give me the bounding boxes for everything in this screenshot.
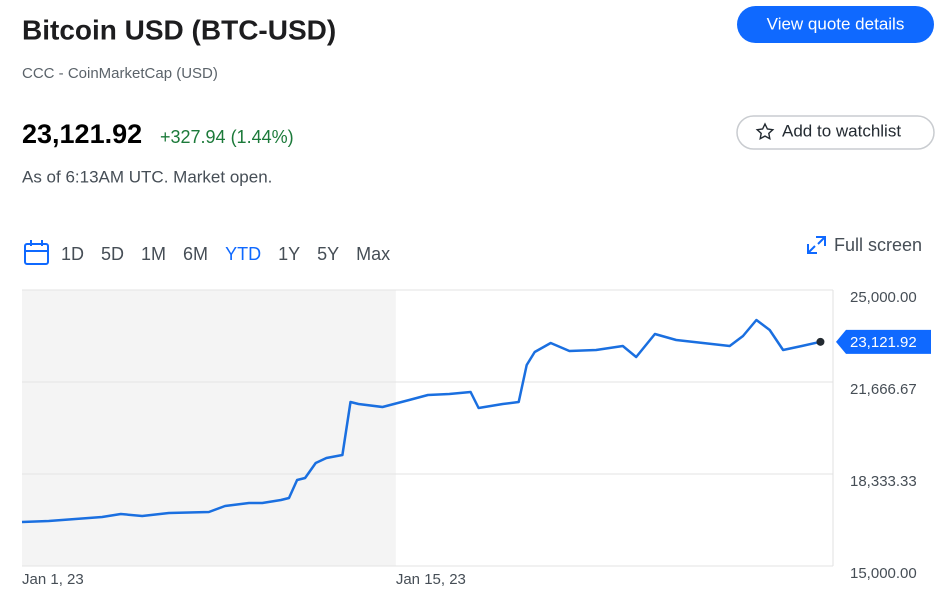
calendar-icon[interactable] <box>24 240 49 265</box>
full-screen-label[interactable]: Full screen <box>834 235 922 255</box>
full-screen-icon[interactable] <box>807 236 826 254</box>
as-of: As of 6:13AM UTC. Market open. <box>22 167 272 186</box>
highlight-region <box>22 290 396 566</box>
range-tab[interactable]: 5Y <box>317 244 339 264</box>
x-tick-label: Jan 15, 23 <box>396 571 466 588</box>
range-tab[interactable]: 5D <box>101 244 124 264</box>
range-tab[interactable]: 1M <box>141 244 166 264</box>
range-tab[interactable]: 1D <box>61 244 84 264</box>
title: Bitcoin USD (BTC-USD) <box>22 14 336 45</box>
range-tab[interactable]: 1Y <box>278 244 300 264</box>
y-tick-label: 21,666.67 <box>850 381 917 398</box>
price: 23,121.92 <box>22 119 142 149</box>
star-icon[interactable] <box>755 122 775 141</box>
view-quote-button[interactable] <box>737 6 934 43</box>
range-tabs: 1D 5D 1M 6M YTD 1Y 5Y Max <box>61 244 390 264</box>
subtitle: CCC - CoinMarketCap (USD) <box>22 65 218 82</box>
y-tick-label: 15,000.00 <box>850 565 917 582</box>
y-tick-label: 25,000.00 <box>850 289 917 306</box>
range-tab[interactable]: Max <box>356 244 390 264</box>
range-tab[interactable]: YTD <box>225 244 261 264</box>
x-tick-label: Jan 1, 23 <box>22 571 84 588</box>
change: +327.94 (1.44%) <box>160 127 294 147</box>
watchlist-button[interactable] <box>736 115 935 150</box>
y-tick-label: 18,333.33 <box>850 473 917 490</box>
chart: 25,000.00 21,666.67 18,333.33 15,000.00 Jan … <box>21 289 931 588</box>
watchlist-label[interactable]: Add to watchlist <box>782 121 901 140</box>
range-tab[interactable]: 6M <box>183 244 208 264</box>
last-point <box>816 337 825 346</box>
view-quote-label[interactable]: View quote details <box>767 14 905 33</box>
last-value-badge <box>836 329 931 354</box>
last-value-label: 23,121.92 <box>850 334 917 351</box>
price-line <box>21 318 821 524</box>
